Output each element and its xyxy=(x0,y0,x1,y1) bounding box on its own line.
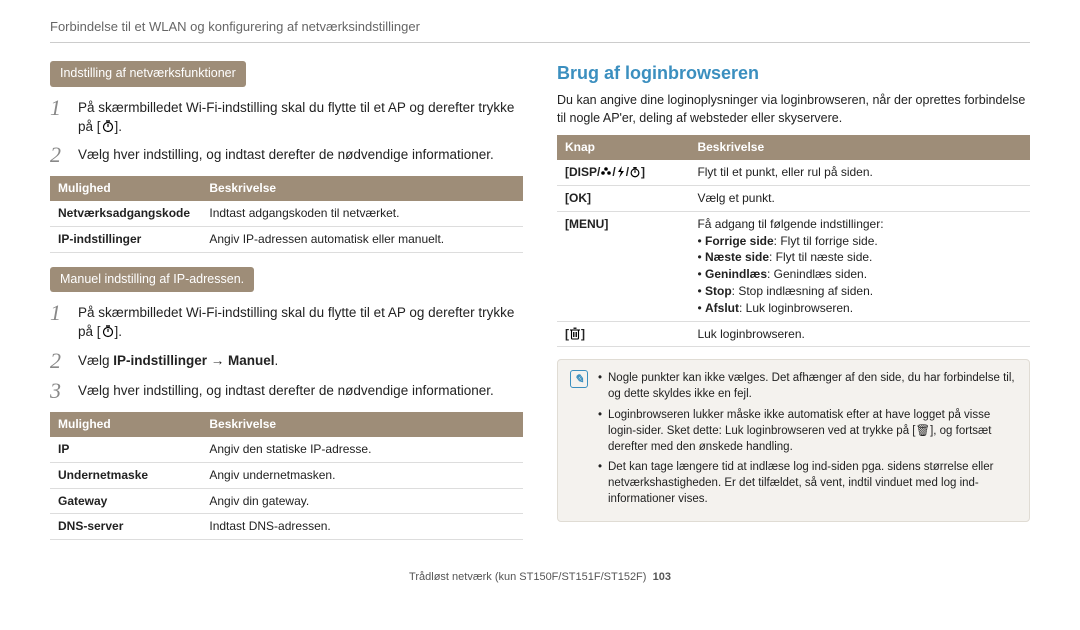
td: Få adgang til følgende indstillinger: Fo… xyxy=(689,211,1030,321)
section-b-title: Manuel indstilling af IP-adressen. xyxy=(50,267,254,293)
timer-icon xyxy=(101,119,115,133)
step-number: 1 xyxy=(50,97,68,137)
note-item: Nogle punkter kan ikke vælges. Det afhæn… xyxy=(598,370,1017,402)
td: DNS-server xyxy=(50,514,201,540)
options-table-a: MulighedBeskrivelse NetværksadgangskodeI… xyxy=(50,176,523,252)
step-number: 1 xyxy=(50,302,68,342)
step-number: 2 xyxy=(50,144,68,166)
page-header: Forbindelse til et WLAN og konfigurering… xyxy=(50,18,1030,43)
flash-icon xyxy=(616,166,626,178)
td: [] xyxy=(557,321,689,347)
menu-item: Stop: Stop indlæsning af siden. xyxy=(697,283,1022,300)
td: Luk loginbrowseren. xyxy=(689,321,1030,347)
td: [OK] xyxy=(557,185,689,211)
step-text: Vælg hver indstilling, og indtast dereft… xyxy=(78,144,494,166)
td: IP xyxy=(50,437,201,462)
td: IP-indstillinger xyxy=(50,227,201,253)
th: Mulighed xyxy=(50,176,201,201)
td: Angiv den statiske IP-adresse. xyxy=(201,437,523,462)
menu-item: Genindlæs: Genindlæs siden. xyxy=(697,266,1022,283)
td: Indtast adgangskoden til netværket. xyxy=(201,201,523,226)
td: [MENU] xyxy=(557,211,689,321)
note-box: ✎ Nogle punkter kan ikke vælges. Det afh… xyxy=(557,359,1030,522)
td: [DISP///] xyxy=(557,160,689,185)
td: Vælg et punkt. xyxy=(689,185,1030,211)
th: Knap xyxy=(557,135,689,160)
td: Gateway xyxy=(50,488,201,514)
td: Indtast DNS-adressen. xyxy=(201,514,523,540)
step-text: På skærmbilledet Wi-Fi-indstilling skal … xyxy=(78,302,523,342)
intro-text: Du kan angive dine loginoplysninger via … xyxy=(557,92,1030,127)
flower-icon xyxy=(600,166,612,178)
timer-icon xyxy=(101,324,115,338)
td: Angiv din gateway. xyxy=(201,488,523,514)
note-icon: ✎ xyxy=(570,370,588,388)
td: Netværksadgangskode xyxy=(50,201,201,226)
menu-item: Næste side: Flyt til næste side. xyxy=(697,249,1022,266)
section-a-title: Indstilling af netværksfunktioner xyxy=(50,61,246,87)
trash-icon xyxy=(569,327,581,340)
page-footer: Trådløst netværk (kun ST150F/ST151F/ST15… xyxy=(50,570,1030,585)
td: Angiv IP-adressen automatisk eller manue… xyxy=(201,227,523,253)
step-text: Vælg IP-indstillinger → Manuel. xyxy=(78,350,278,372)
th: Beskrivelse xyxy=(201,176,523,201)
timer-icon xyxy=(629,166,641,178)
td: Flyt til et punkt, eller rul på siden. xyxy=(689,160,1030,185)
menu-item: Afslut: Luk loginbrowseren. xyxy=(697,300,1022,317)
step-number: 2 xyxy=(50,350,68,372)
note-item: Loginbrowseren lukker måske ikke automat… xyxy=(598,407,1017,455)
button-table: KnapBeskrivelse [DISP///] Flyt til et pu… xyxy=(557,135,1030,347)
section-heading: Brug af loginbrowseren xyxy=(557,61,1030,86)
th: Mulighed xyxy=(50,412,201,437)
right-column: Brug af loginbrowseren Du kan angive din… xyxy=(557,61,1030,554)
th: Beskrivelse xyxy=(201,412,523,437)
step-text: Vælg hver indstilling, og indtast dereft… xyxy=(78,380,494,402)
note-item: Det kan tage længere tid at indlæse log … xyxy=(598,459,1017,507)
td: Angiv undernetmasken. xyxy=(201,462,523,488)
step-number: 3 xyxy=(50,380,68,402)
step-text: På skærmbilledet Wi-Fi-indstilling skal … xyxy=(78,97,523,137)
td: Undernetmaske xyxy=(50,462,201,488)
menu-item: Forrige side: Flyt til forrige side. xyxy=(697,233,1022,250)
left-column: Indstilling af netværksfunktioner 1 På s… xyxy=(50,61,523,554)
options-table-b: MulighedBeskrivelse IPAngiv den statiske… xyxy=(50,412,523,540)
menu-intro: Få adgang til følgende indstillinger: xyxy=(697,216,1022,233)
th: Beskrivelse xyxy=(689,135,1030,160)
